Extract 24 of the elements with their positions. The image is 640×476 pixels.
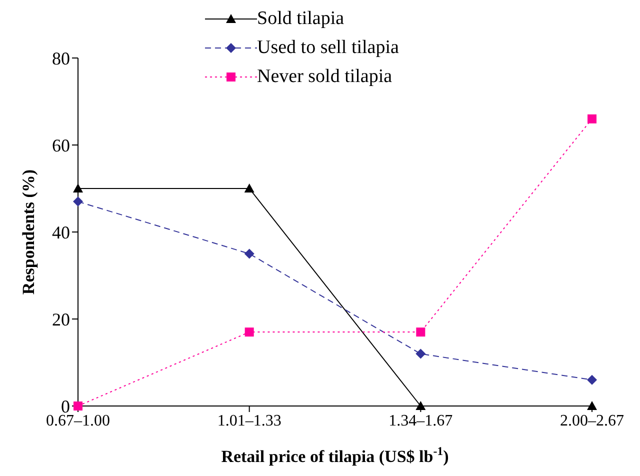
x-tick-label: 1.34–1.67	[388, 412, 453, 430]
x-axis-title: Retail price of tilapia (US$ lb$^{-1}$)	[221, 444, 449, 466]
x-tick-label: 0.67–1.00	[46, 412, 110, 430]
y-tick-label: 80	[52, 48, 70, 68]
y-axis-title: Respondents (%)	[18, 169, 38, 295]
legend-label: Never sold tilapia	[257, 65, 392, 89]
y-tick-label: 60	[52, 135, 70, 156]
point	[587, 374, 597, 385]
point	[244, 184, 254, 192]
point	[73, 184, 83, 192]
y-tick-label: 20	[52, 309, 70, 330]
y-tick-label: 40	[52, 222, 70, 242]
point	[244, 328, 254, 337]
point	[416, 328, 426, 337]
point	[588, 114, 596, 124]
legend-label: Sold tilapia	[257, 7, 344, 31]
point	[587, 401, 597, 410]
x-tick-label: 2.00–2.67	[560, 412, 624, 430]
point	[73, 196, 83, 207]
point	[416, 401, 426, 410]
point	[244, 248, 254, 259]
point	[416, 348, 426, 359]
x-tick-label: 1.01–1.33	[217, 412, 282, 430]
legend-label: Used to sell tilapia	[257, 36, 399, 60]
